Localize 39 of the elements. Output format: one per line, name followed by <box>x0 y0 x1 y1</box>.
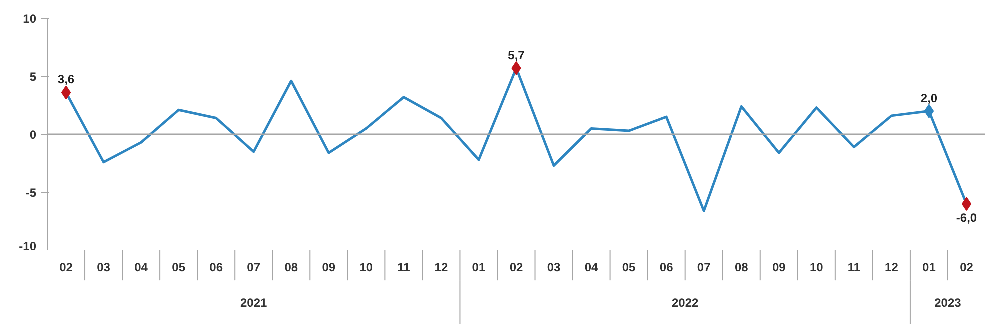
y-tick-label: 10 <box>23 12 37 26</box>
x-tick-label: 09 <box>772 260 786 274</box>
y-tick-label: -5 <box>26 186 37 200</box>
x-tick-label: 07 <box>247 260 261 274</box>
x-tick-label: 11 <box>398 260 411 274</box>
x-tick-label: 01 <box>922 260 936 274</box>
x-tick-label: 12 <box>885 260 899 274</box>
x-tick-label: 07 <box>697 260 712 274</box>
x-tick-label: 10 <box>360 260 374 274</box>
text: 2021 <box>240 296 268 310</box>
y-tick-label: 0 <box>30 128 37 142</box>
x-tick-label: 04 <box>584 260 599 274</box>
point <box>61 86 72 100</box>
x-tick-label: 02 <box>960 260 974 274</box>
x-tick-label: 08 <box>284 260 298 274</box>
x-tick-label: 10 <box>810 260 824 274</box>
x-tick-label: 09 <box>322 260 336 274</box>
x-tick-label: 01 <box>472 260 486 274</box>
data-label: -6,0 <box>956 211 978 226</box>
x-tick-label: 03 <box>97 260 111 274</box>
x-tick-label: 04 <box>134 260 148 274</box>
x-tick-label: 06 <box>660 260 674 274</box>
point <box>962 197 972 212</box>
data-label: 5,7 <box>508 48 526 62</box>
text: 2022 <box>672 296 700 310</box>
y-tick-label: 5 <box>30 70 37 84</box>
point <box>924 104 934 118</box>
data-label: 2,0 <box>920 91 938 106</box>
data-label: 3,6 <box>58 72 75 87</box>
x-tick-label: 06 <box>210 260 224 274</box>
x-tick-label: 05 <box>622 260 636 274</box>
x-tick-label: 08 <box>734 260 749 274</box>
x-tick-label: 05 <box>172 260 186 274</box>
text: 2023 <box>934 296 962 310</box>
x-tick-label: 02 <box>510 260 524 274</box>
x-tick-label: 02 <box>60 260 74 274</box>
x-tick-label: 03 <box>547 260 562 274</box>
x-tick-label: 12 <box>434 260 448 274</box>
x-tick-label: 11 <box>848 260 861 274</box>
